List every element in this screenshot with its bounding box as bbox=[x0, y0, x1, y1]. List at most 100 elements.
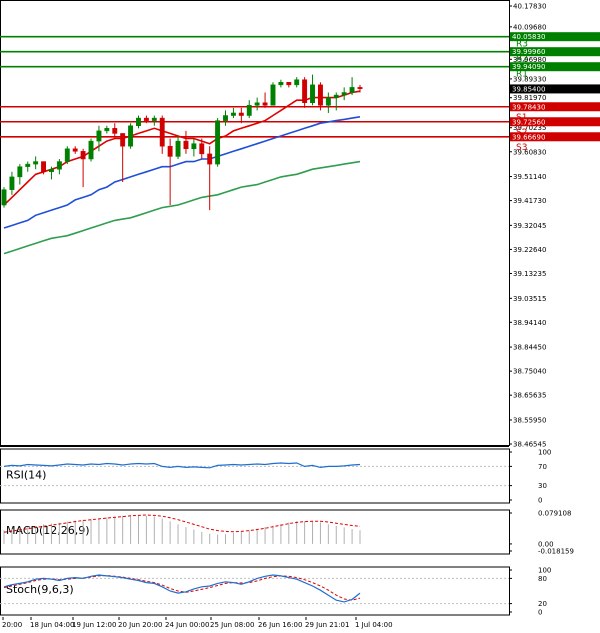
candle-body bbox=[207, 153, 213, 165]
macd-pane-axis-label: 0.00 bbox=[538, 540, 554, 548]
price-axis-label: 39.81970 bbox=[513, 94, 546, 102]
level-tag-r2 bbox=[510, 47, 600, 57]
level-tag-s2 bbox=[510, 117, 600, 127]
candle-body bbox=[286, 82, 292, 86]
stoch-pane-axis-label: 80 bbox=[538, 575, 547, 583]
candle-body bbox=[88, 140, 94, 160]
candle-body bbox=[17, 166, 23, 178]
candle-body bbox=[317, 84, 323, 106]
stoch-pane-title: Stoch(9,6,3) bbox=[6, 583, 74, 596]
candle-body bbox=[191, 143, 197, 150]
stoch-k-line bbox=[3, 574, 361, 603]
price-axis-label: 38.46545 bbox=[513, 441, 546, 449]
time-axis-label: 1 Jul 04:00 bbox=[355, 621, 393, 629]
time-axis-label: 19 Jun 12:00 bbox=[72, 621, 116, 629]
stoch-pane-axis-label: 20 bbox=[538, 600, 547, 608]
level-tag-r1 bbox=[510, 62, 600, 72]
level-tag-text-s1: 39.78430 bbox=[512, 103, 545, 111]
last-price-tag bbox=[510, 84, 600, 94]
level-tag-s1 bbox=[510, 102, 600, 112]
price-axis-label: 40.17830 bbox=[513, 3, 546, 11]
candle-body bbox=[349, 87, 355, 93]
ma-mid-line bbox=[3, 116, 361, 229]
level-label-r3: R3 bbox=[516, 40, 528, 50]
candle-body bbox=[151, 117, 157, 121]
level-tag-text-r2: 39.99960 bbox=[512, 48, 545, 56]
candle-body bbox=[49, 168, 54, 173]
candle-body bbox=[143, 117, 149, 121]
candle-body bbox=[294, 79, 300, 86]
macd-pane-frame bbox=[0, 509, 510, 555]
candle-body bbox=[120, 133, 126, 147]
price-axis-label: 39.96980 bbox=[513, 56, 546, 64]
rsi-pane-axis-label: 30 bbox=[538, 482, 547, 490]
candle-body bbox=[41, 161, 47, 173]
candle-body bbox=[80, 151, 86, 160]
candle-body bbox=[310, 84, 315, 103]
level-tag-text-s2: 39.72560 bbox=[512, 118, 545, 126]
price-axis-label: 38.84450 bbox=[513, 344, 546, 352]
macd-pane-axis-label: 0.079108 bbox=[538, 510, 571, 518]
candle-body bbox=[223, 115, 228, 121]
candle-body bbox=[175, 140, 181, 157]
candle-body bbox=[230, 112, 236, 116]
price-axis-label: 40.09680 bbox=[513, 23, 546, 31]
time-axis-label: 29 Jun 21:01 bbox=[305, 621, 349, 629]
level-label-s3: S3 bbox=[516, 143, 527, 153]
candle-body bbox=[104, 128, 110, 132]
candle-body bbox=[33, 161, 39, 165]
candle-body bbox=[341, 92, 347, 96]
candle-body bbox=[136, 117, 141, 127]
time-axis-label: 24 Jun 00:00 bbox=[165, 621, 209, 629]
price-axis-label: 39.60830 bbox=[513, 148, 546, 156]
price-axis-label: 39.41730 bbox=[513, 197, 546, 205]
time-axis-label: 20 Jun 20:00 bbox=[118, 621, 162, 629]
price-axis-label: 39.13235 bbox=[513, 270, 546, 278]
candle-body bbox=[302, 79, 308, 103]
level-label-r1: R1 bbox=[516, 70, 528, 80]
level-tag-text-s3: 39.66690 bbox=[512, 133, 545, 141]
level-tag-text-r3: 40.05830 bbox=[512, 33, 545, 41]
candle-body bbox=[325, 97, 331, 106]
candle-body bbox=[199, 143, 205, 155]
candle-body bbox=[215, 120, 221, 165]
stoch-pane-frame bbox=[0, 566, 510, 616]
candle-body bbox=[9, 176, 15, 190]
candle-body bbox=[159, 117, 165, 147]
candle-body bbox=[96, 130, 102, 142]
price-axis-label: 38.75040 bbox=[513, 368, 546, 376]
stoch-pane-axis-label: 100 bbox=[538, 567, 551, 575]
level-tag-text-r1: 39.94090 bbox=[512, 63, 545, 71]
candle-body bbox=[238, 112, 244, 116]
candle-body bbox=[262, 102, 268, 106]
time-axis-label: 26 Jun 16:00 bbox=[258, 621, 302, 629]
candle-body bbox=[270, 84, 276, 106]
candle-body bbox=[167, 145, 173, 157]
macd-pane: 0.079108 0.00-0.018159 MACD(12,26,9) bbox=[0, 509, 574, 556]
rsi-pane-axis-label: 100 bbox=[538, 449, 551, 457]
candle-body bbox=[128, 125, 134, 147]
price-axis-label: 39.70235 bbox=[513, 124, 546, 132]
price-axis-label: 38.94140 bbox=[513, 319, 546, 327]
candle-body bbox=[1, 189, 7, 206]
level-tag-r3 bbox=[510, 32, 600, 42]
candle-body bbox=[183, 140, 189, 150]
candle-body bbox=[25, 163, 31, 167]
candle-body bbox=[254, 102, 260, 106]
rsi-pane-axis-label: 0 bbox=[538, 497, 542, 505]
price-axis-label: 39.89330 bbox=[513, 75, 546, 83]
candle-body bbox=[72, 148, 78, 152]
time-axis-label: 20:00 bbox=[2, 621, 22, 629]
candle-body bbox=[357, 87, 363, 89]
level-tag-s3 bbox=[510, 132, 600, 142]
last-price-text: 39.85400 bbox=[512, 85, 545, 93]
macd-signal-line bbox=[3, 514, 361, 533]
ma-slow-line bbox=[3, 160, 361, 255]
candle-body bbox=[64, 148, 70, 162]
time-axis-label: 18 Jun 04:00 bbox=[30, 621, 74, 629]
price-axis-label: 39.03515 bbox=[513, 295, 546, 303]
price-axis-label: 38.55950 bbox=[513, 416, 546, 424]
